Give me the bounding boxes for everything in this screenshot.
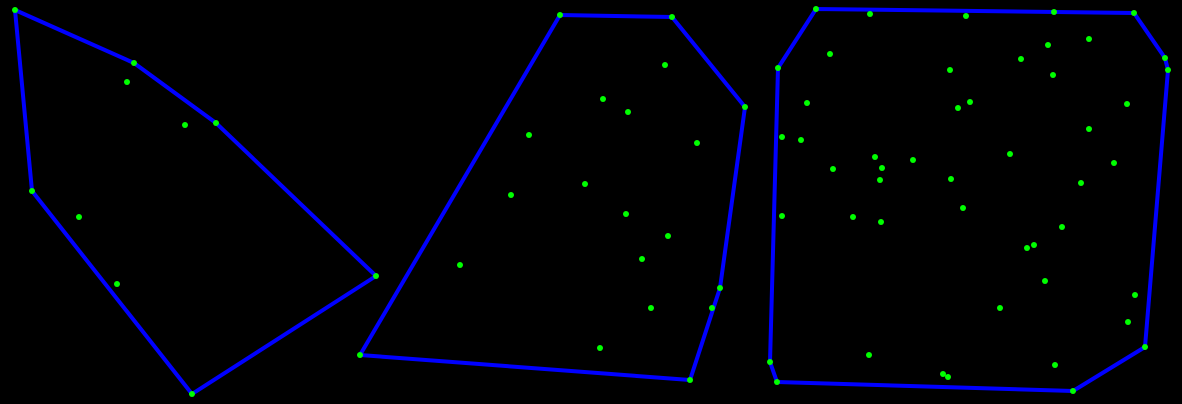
data-point <box>373 273 379 279</box>
data-point <box>1125 319 1131 325</box>
data-point <box>76 214 82 220</box>
data-point <box>597 345 603 351</box>
data-point <box>12 7 18 13</box>
data-point <box>189 391 195 397</box>
data-point <box>850 214 856 220</box>
data-point <box>1124 101 1130 107</box>
data-point <box>775 65 781 71</box>
data-point <box>910 157 916 163</box>
data-point <box>1165 67 1171 73</box>
data-point <box>1007 151 1013 157</box>
data-point <box>131 60 137 66</box>
data-point <box>662 62 668 68</box>
data-point <box>557 12 563 18</box>
data-point <box>804 100 810 106</box>
data-point <box>940 371 946 377</box>
data-point <box>213 120 219 126</box>
data-point <box>508 192 514 198</box>
data-point <box>639 256 645 262</box>
data-point <box>879 165 885 171</box>
data-point <box>867 11 873 17</box>
data-point <box>582 181 588 187</box>
data-point <box>798 137 804 143</box>
data-point <box>114 281 120 287</box>
data-point <box>1086 36 1092 42</box>
data-point <box>665 233 671 239</box>
data-point <box>709 305 715 311</box>
data-point <box>1142 344 1148 350</box>
data-point <box>830 166 836 172</box>
data-point <box>827 51 833 57</box>
hull-polygon <box>768 7 1170 393</box>
data-point <box>1018 56 1024 62</box>
data-point <box>1045 42 1051 48</box>
data-point <box>997 305 1003 311</box>
data-point <box>1162 55 1168 61</box>
data-point <box>866 352 872 358</box>
data-point <box>955 105 961 111</box>
data-point <box>742 104 748 110</box>
data-point <box>967 99 973 105</box>
data-point <box>694 140 700 146</box>
data-point <box>779 134 785 140</box>
data-point <box>648 305 654 311</box>
data-point <box>1052 362 1058 368</box>
data-point <box>1131 10 1137 16</box>
data-point <box>878 219 884 225</box>
data-point <box>1031 242 1037 248</box>
data-point <box>945 374 951 380</box>
data-point <box>1070 388 1076 394</box>
data-point <box>1132 292 1138 298</box>
data-point <box>600 96 606 102</box>
data-point <box>1042 278 1048 284</box>
data-point <box>669 14 675 20</box>
data-point <box>357 352 363 358</box>
data-point <box>767 359 773 365</box>
data-point <box>1078 180 1084 186</box>
data-point <box>1111 160 1117 166</box>
data-point <box>526 132 532 138</box>
data-point <box>963 13 969 19</box>
hull-1 <box>12 7 379 397</box>
data-point <box>29 188 35 194</box>
data-point <box>813 6 819 12</box>
data-point <box>872 154 878 160</box>
data-point <box>960 205 966 211</box>
data-point <box>774 379 780 385</box>
hull-3 <box>767 6 1171 394</box>
data-point <box>625 109 631 115</box>
data-point <box>779 213 785 219</box>
data-point <box>182 122 188 128</box>
data-point <box>1051 9 1057 15</box>
data-point <box>1050 72 1056 78</box>
data-point <box>1059 224 1065 230</box>
data-point <box>623 211 629 217</box>
data-point <box>947 67 953 73</box>
data-point <box>457 262 463 268</box>
data-point <box>1024 245 1030 251</box>
hull-panels <box>12 6 1171 397</box>
data-point <box>948 176 954 182</box>
data-point <box>1086 126 1092 132</box>
data-point <box>717 285 723 291</box>
data-point <box>877 177 883 183</box>
data-point <box>687 377 693 383</box>
hull-2 <box>357 12 748 383</box>
data-point <box>124 79 130 85</box>
